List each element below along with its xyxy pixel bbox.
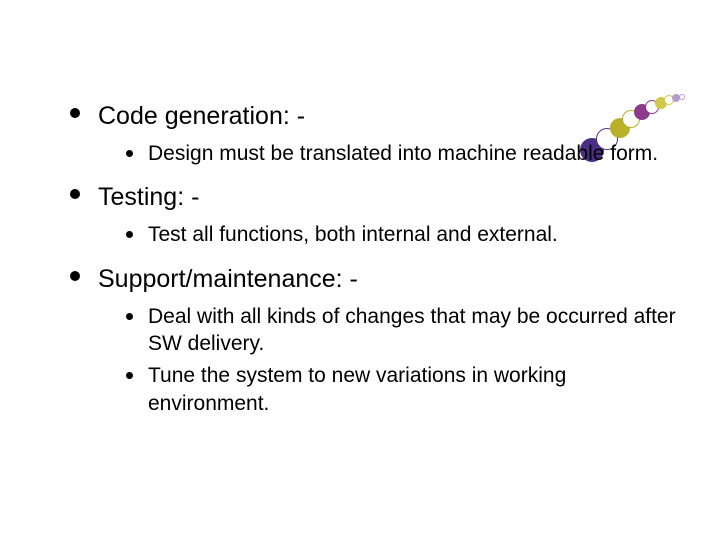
item-title: Support/maintenance: - (98, 263, 680, 297)
list-item: Support/maintenance: - Deal with all kin… (70, 263, 680, 418)
sub-list: Design must be translated into machine r… (98, 140, 680, 168)
sub-list: Test all functions, both internal and ex… (98, 221, 680, 249)
list-item: Code generation: - Design must be transl… (70, 100, 680, 167)
bullet-list: Code generation: - Design must be transl… (70, 100, 680, 418)
sub-item: Test all functions, both internal and ex… (126, 221, 680, 249)
sub-list: Deal with all kinds of changes that may … (98, 303, 680, 418)
sub-item: Deal with all kinds of changes that may … (126, 303, 680, 358)
item-title: Code generation: - (98, 100, 680, 134)
list-item: Testing: - Test all functions, both inte… (70, 181, 680, 248)
sub-item: Design must be translated into machine r… (126, 140, 680, 168)
sub-item: Tune the system to new variations in wor… (126, 362, 680, 417)
slide: Code generation: - Design must be transl… (0, 0, 720, 540)
item-title: Testing: - (98, 181, 680, 215)
